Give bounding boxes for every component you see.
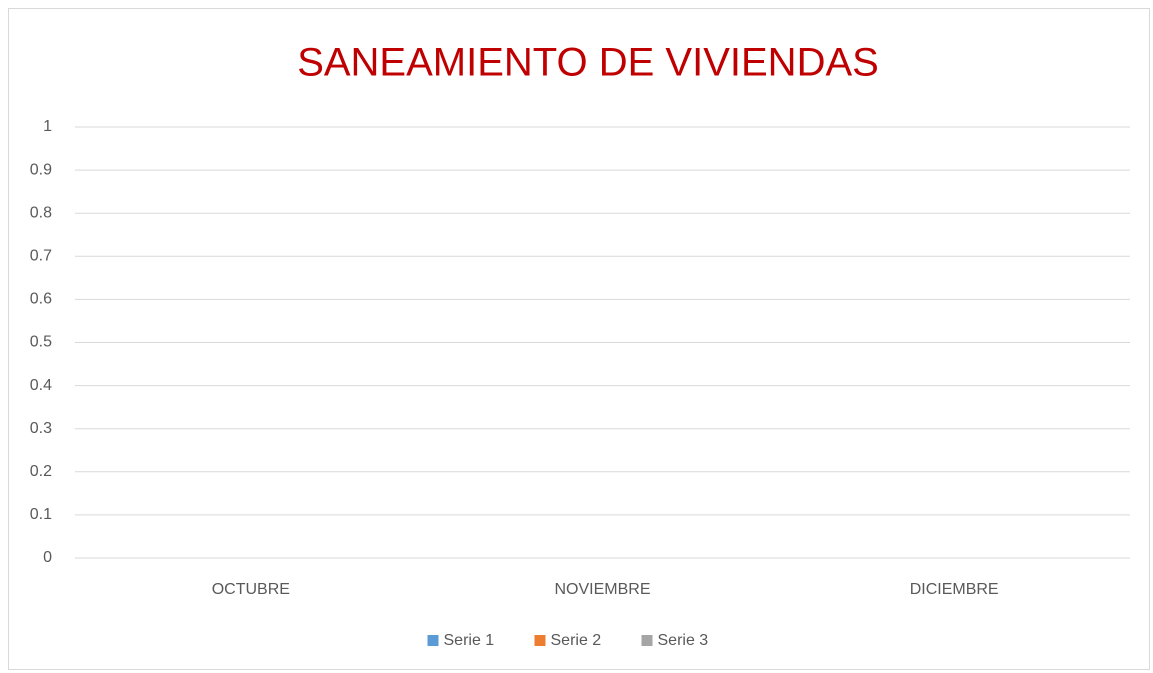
legend-label: Serie 1 [444,632,495,649]
y-tick-label: 0.5 [30,334,52,351]
chart-border [8,8,1150,670]
legend-swatch [641,635,653,646]
y-tick-label: 0.3 [30,420,52,437]
y-tick-label: 1 [43,118,52,135]
y-tick-label: 0.7 [30,248,52,265]
y-tick-label: 0.1 [30,506,52,523]
y-tick-label: 0.4 [30,377,52,394]
legend-swatch [534,635,546,646]
y-tick-label: 0.6 [30,291,52,308]
legend-label: Serie 3 [658,632,709,649]
y-tick-label: 0 [43,549,52,566]
y-tick-label: 0.8 [30,204,52,221]
x-tick-label: DICIEMBRE [910,581,999,598]
legend-swatch [427,635,439,646]
x-tick-label: NOVIEMBRE [554,581,650,598]
chart-title: SANEAMIENTO DE VIVIENDAS [297,41,879,85]
y-tick-label: 0.2 [30,463,52,480]
legend-label: Serie 2 [551,632,602,649]
y-tick-label: 0.9 [30,161,52,178]
x-tick-label: OCTUBRE [212,581,290,598]
